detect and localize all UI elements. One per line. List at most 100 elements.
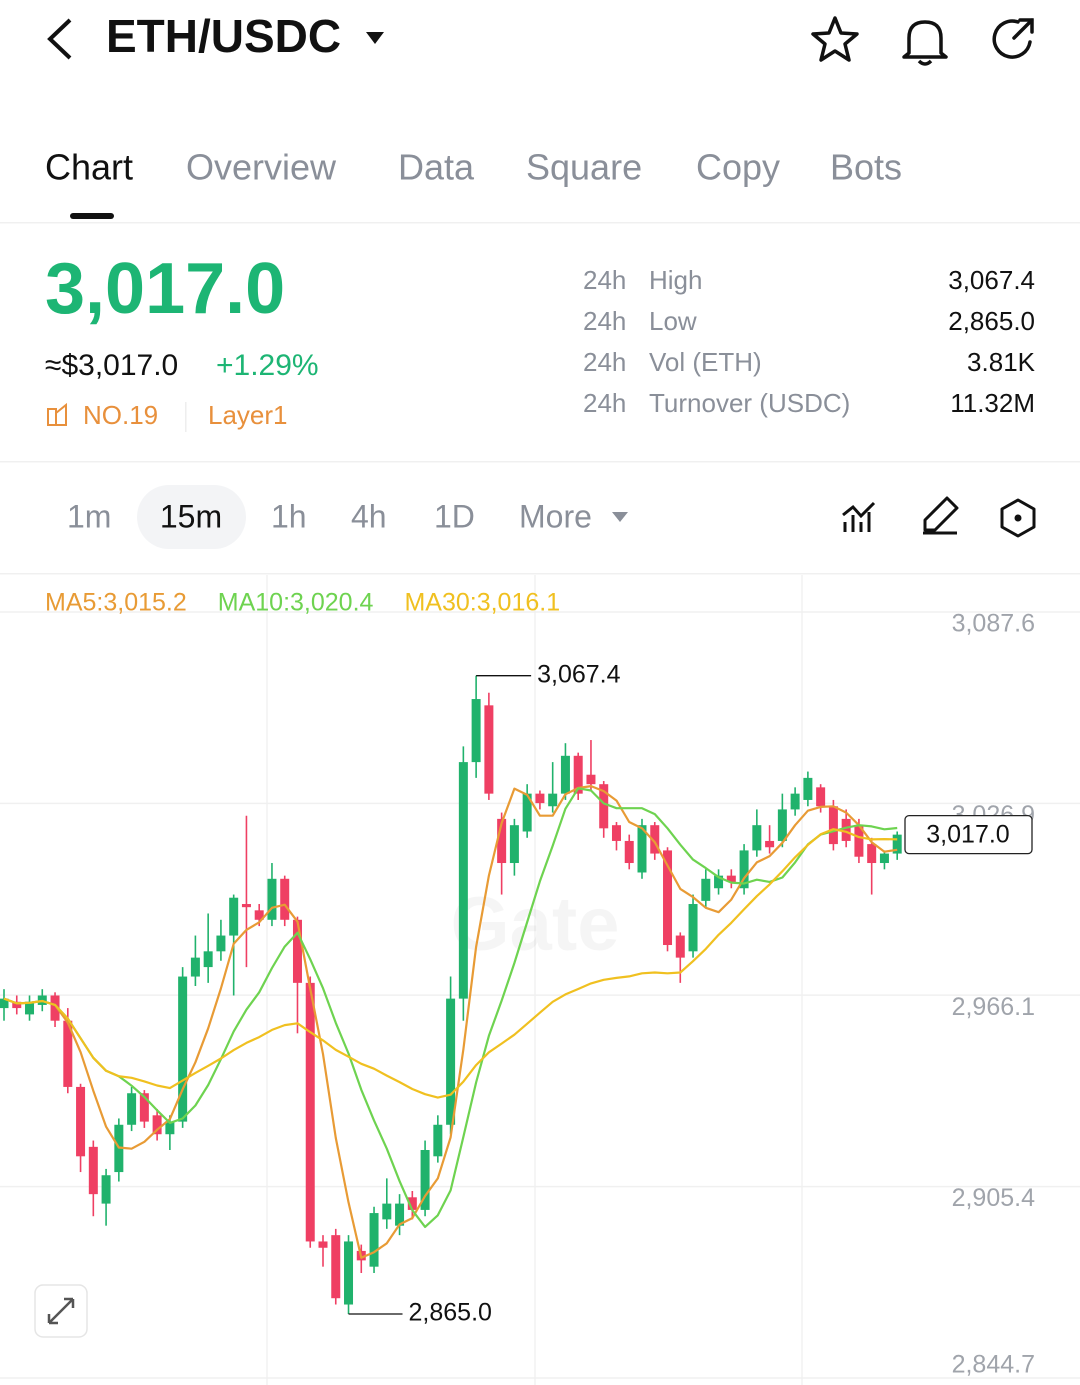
- candle-body: [267, 878, 277, 920]
- candle-body: [675, 935, 685, 958]
- divider: [0, 573, 1080, 575]
- stat-label: Vol (ETH): [649, 347, 762, 377]
- candle-body: [522, 793, 532, 832]
- draw-icon[interactable]: [923, 496, 959, 535]
- candle-body: [650, 825, 660, 854]
- candle-body: [663, 850, 673, 946]
- candle-body: [369, 1213, 379, 1267]
- chart: 2,844.72,905.42,966.13,026.93,087.6MA5:3…: [0, 589, 1080, 1379]
- settings-icon-dot: [1014, 514, 1022, 522]
- candle-body: [203, 951, 213, 968]
- candle-body: [854, 825, 864, 857]
- interval[interactable]: 1h: [271, 498, 307, 534]
- tab[interactable]: Overview: [186, 147, 337, 188]
- candle-body: [586, 774, 596, 785]
- tab[interactable]: Chart: [45, 147, 133, 188]
- tab[interactable]: Data: [398, 147, 475, 188]
- stat-period: 24h: [583, 306, 626, 336]
- high-label: 3,067.4: [537, 660, 621, 688]
- sector-tag[interactable]: Layer1: [208, 400, 288, 430]
- candle-body: [828, 806, 838, 845]
- candle-body: [777, 809, 787, 841]
- candle-body: [241, 904, 251, 908]
- stat-value: 11.32M: [950, 388, 1035, 418]
- ma-line: [3, 828, 898, 1099]
- candle-body: [229, 897, 239, 936]
- y-tick-label: 3,087.6: [952, 610, 1035, 638]
- candle-body: [714, 875, 724, 889]
- favorite-icon[interactable]: [811, 16, 859, 62]
- interval[interactable]: 1D: [434, 498, 475, 534]
- pair-dropdown[interactable]: [366, 32, 384, 44]
- candle-body: [331, 1235, 341, 1299]
- candle-body: [407, 1197, 417, 1210]
- candle-body: [752, 825, 762, 851]
- candle-body: [305, 982, 315, 1242]
- pair-title[interactable]: ETH/USDC: [106, 10, 341, 62]
- stat-value: 3.81K: [967, 347, 1036, 377]
- candle-body: [420, 1149, 430, 1210]
- candle-body: [611, 825, 621, 841]
- fiat-price: ≈$3,017.0: [45, 349, 178, 382]
- stat-period: 24h: [583, 265, 626, 295]
- candle-body: [484, 705, 494, 794]
- share-icon[interactable]: [992, 18, 1034, 59]
- candle-body: [0, 998, 9, 1009]
- interval-selected: [137, 485, 246, 549]
- candle-body: [816, 787, 826, 807]
- price-change: +1.29%: [216, 349, 319, 382]
- tab-indicator: [70, 213, 114, 219]
- low-label: 2,865.0: [409, 1299, 492, 1327]
- candle-body: [165, 1121, 175, 1135]
- stat-label: Turnover (USDC): [649, 388, 850, 418]
- alert-icon[interactable]: [902, 20, 948, 66]
- back-button[interactable]: [47, 18, 72, 60]
- candle-body: [433, 1124, 443, 1157]
- ma-legend: MA10:3,020.4: [218, 589, 374, 617]
- settings-icon[interactable]: [1000, 498, 1036, 538]
- candle-body: [624, 840, 634, 864]
- rank[interactable]: NO.19: [83, 400, 158, 430]
- tab[interactable]: Copy: [696, 147, 780, 188]
- stat-value: 2,865.0: [948, 306, 1035, 336]
- ma-legend: MA5:3,015.2: [45, 589, 187, 617]
- separator: [185, 402, 187, 432]
- stat-label: Low: [649, 306, 697, 336]
- candle-body: [726, 875, 736, 882]
- candle-body: [280, 878, 290, 920]
- ma-line: [3, 787, 898, 1229]
- candle-body: [509, 825, 519, 864]
- candle-body: [344, 1241, 354, 1305]
- candle-body: [841, 818, 851, 841]
- intervals: 1m 15m 1h 4h 1D More: [67, 498, 592, 534]
- candle-body: [765, 840, 775, 848]
- last-price-box: [904, 814, 1033, 855]
- tab[interactable]: Bots: [830, 147, 902, 188]
- stat-period: 24h: [583, 347, 626, 377]
- candle-body: [292, 919, 302, 983]
- y-tick-label: 2,844.7: [952, 1351, 1035, 1379]
- candle-body: [471, 699, 481, 763]
- candle-body: [178, 976, 188, 1122]
- interval[interactable]: 15m: [160, 498, 222, 534]
- more-caret[interactable]: [612, 512, 628, 522]
- candle-body: [152, 1115, 162, 1135]
- candle-body: [382, 1203, 392, 1220]
- candle-body: [892, 834, 902, 854]
- interval[interactable]: 1m: [67, 498, 111, 534]
- candle-body: [637, 825, 647, 873]
- candle-body: [139, 1093, 149, 1122]
- candle-body: [50, 995, 60, 1021]
- stat-period: 24h: [583, 388, 626, 418]
- candle-body: [216, 935, 226, 952]
- candle-body: [548, 793, 558, 807]
- tab[interactable]: Square: [526, 147, 642, 188]
- rank-icon: [47, 402, 67, 426]
- stats: 24h High 3,067.4 24h Low 2,865.0 24h Vol…: [583, 265, 1036, 418]
- indicator-icon[interactable]: [842, 501, 876, 532]
- y-tick-label: 2,905.4: [952, 1184, 1036, 1212]
- interval[interactable]: More: [519, 498, 592, 534]
- interval[interactable]: 4h: [351, 498, 387, 534]
- candle-body: [254, 910, 264, 920]
